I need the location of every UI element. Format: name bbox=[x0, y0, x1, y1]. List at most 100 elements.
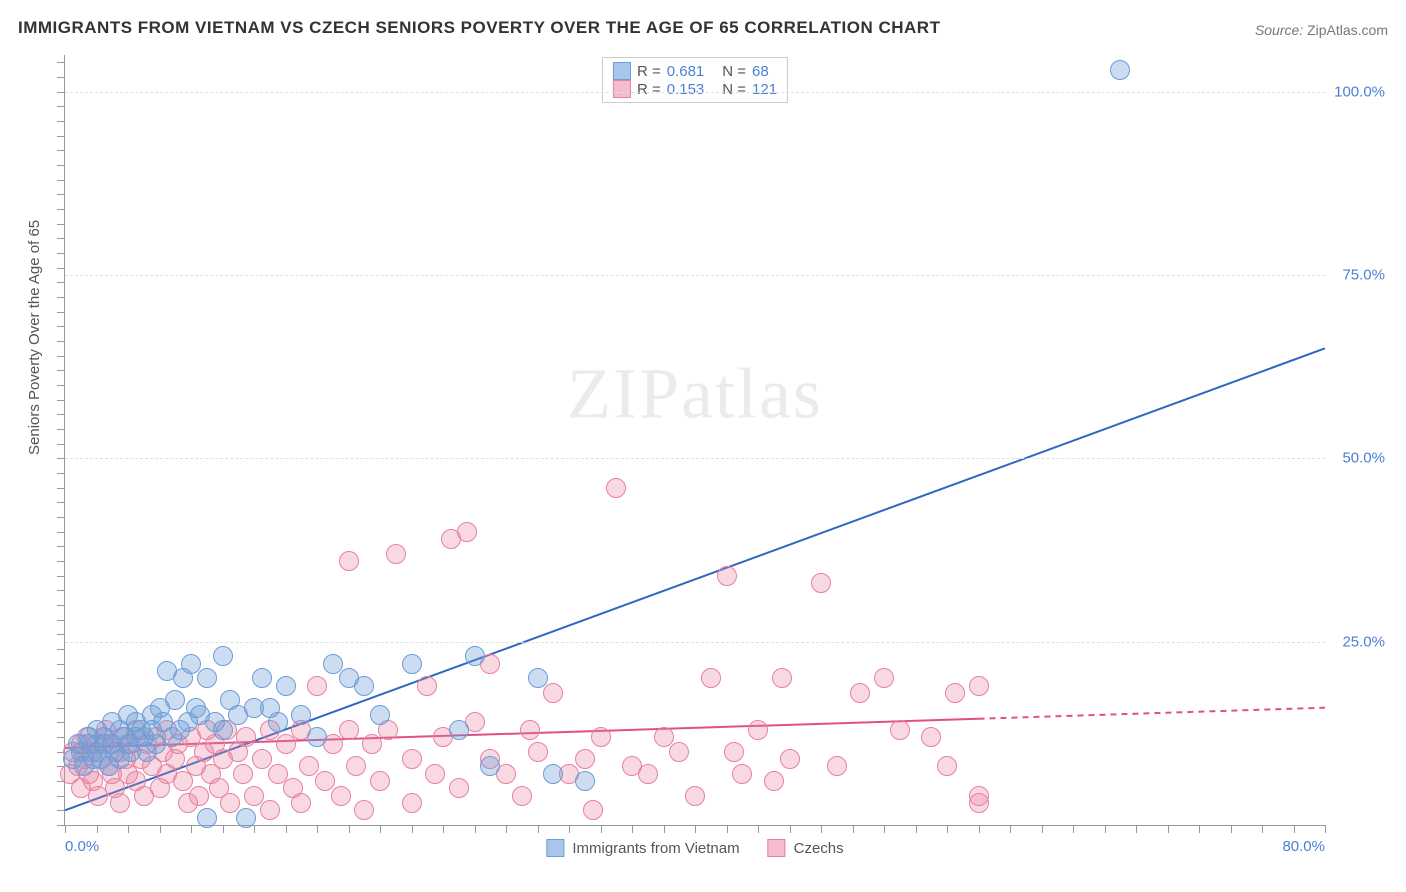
x-tick bbox=[632, 825, 633, 833]
x-tick bbox=[1105, 825, 1106, 833]
legend-row: R = 0.153 N = 121 bbox=[613, 80, 777, 98]
y-tick bbox=[57, 532, 65, 533]
y-tick bbox=[57, 282, 65, 283]
data-point bbox=[724, 742, 744, 762]
data-point bbox=[457, 522, 477, 542]
legend-n-value: 121 bbox=[752, 81, 777, 98]
data-point bbox=[606, 478, 626, 498]
y-tick bbox=[57, 590, 65, 591]
x-tick bbox=[1168, 825, 1169, 833]
data-point bbox=[110, 793, 130, 813]
data-point bbox=[890, 720, 910, 740]
x-tick bbox=[160, 825, 161, 833]
data-point bbox=[165, 690, 185, 710]
y-tick-label: 25.0% bbox=[1342, 633, 1385, 650]
chart-title: IMMIGRANTS FROM VIETNAM VS CZECH SENIORS… bbox=[18, 18, 940, 38]
x-tick bbox=[286, 825, 287, 833]
x-tick bbox=[128, 825, 129, 833]
x-tick bbox=[65, 825, 66, 833]
data-point bbox=[575, 771, 595, 791]
source-value: ZipAtlas.com bbox=[1307, 22, 1388, 38]
data-point bbox=[1110, 60, 1130, 80]
data-point bbox=[323, 654, 343, 674]
data-point bbox=[197, 668, 217, 688]
y-tick bbox=[57, 400, 65, 401]
data-point bbox=[252, 668, 272, 688]
data-point bbox=[213, 646, 233, 666]
legend-r-label: R = bbox=[637, 81, 661, 98]
series-legend: Immigrants from Vietnam Czechs bbox=[546, 839, 843, 857]
y-tick-label: 75.0% bbox=[1342, 267, 1385, 284]
data-point bbox=[480, 756, 500, 776]
y-tick bbox=[57, 385, 65, 386]
data-point bbox=[748, 720, 768, 740]
data-point bbox=[417, 676, 437, 696]
source-label: Source: bbox=[1255, 22, 1303, 38]
y-tick bbox=[57, 693, 65, 694]
data-point bbox=[402, 749, 422, 769]
x-tick bbox=[254, 825, 255, 833]
data-point bbox=[717, 566, 737, 586]
data-point bbox=[654, 727, 674, 747]
x-tick bbox=[538, 825, 539, 833]
data-point bbox=[850, 683, 870, 703]
gridline bbox=[65, 92, 1325, 93]
data-point bbox=[402, 654, 422, 674]
y-axis-label: Seniors Poverty Over the Age of 65 bbox=[26, 220, 43, 455]
legend-label: Czechs bbox=[794, 840, 844, 857]
y-tick bbox=[57, 620, 65, 621]
data-point bbox=[339, 551, 359, 571]
y-tick-label: 100.0% bbox=[1334, 83, 1385, 100]
x-tick bbox=[97, 825, 98, 833]
data-point bbox=[811, 573, 831, 593]
source-attribution: Source: ZipAtlas.com bbox=[1255, 22, 1388, 38]
data-point bbox=[268, 712, 288, 732]
data-point bbox=[331, 786, 351, 806]
y-tick bbox=[57, 458, 65, 459]
legend-n-label: N = bbox=[722, 63, 746, 80]
legend-r-value: 0.681 bbox=[667, 63, 705, 80]
y-tick bbox=[57, 238, 65, 239]
y-tick bbox=[57, 722, 65, 723]
x-tick bbox=[758, 825, 759, 833]
x-tick bbox=[1325, 825, 1326, 833]
data-point bbox=[921, 727, 941, 747]
data-point bbox=[827, 756, 847, 776]
scatter-plot: ZIPatlas R = 0.681 N = 68 R = 0.153 N = … bbox=[64, 55, 1325, 826]
legend-row: R = 0.681 N = 68 bbox=[613, 62, 777, 80]
y-tick bbox=[57, 150, 65, 151]
data-point bbox=[543, 764, 563, 784]
data-point bbox=[937, 756, 957, 776]
y-tick bbox=[57, 429, 65, 430]
data-point bbox=[252, 749, 272, 769]
legend-n-value: 68 bbox=[752, 63, 769, 80]
data-point bbox=[315, 771, 335, 791]
data-point bbox=[299, 756, 319, 776]
data-point bbox=[220, 793, 240, 813]
data-point bbox=[268, 764, 288, 784]
y-tick bbox=[57, 370, 65, 371]
y-tick bbox=[57, 546, 65, 547]
x-tick bbox=[1199, 825, 1200, 833]
gridline bbox=[65, 458, 1325, 459]
x-tick bbox=[884, 825, 885, 833]
data-point bbox=[449, 720, 469, 740]
x-tick-label: 80.0% bbox=[1282, 838, 1325, 855]
y-tick bbox=[57, 326, 65, 327]
data-point bbox=[213, 720, 233, 740]
y-tick bbox=[57, 488, 65, 489]
data-point bbox=[197, 808, 217, 828]
data-point bbox=[780, 749, 800, 769]
data-point bbox=[236, 727, 256, 747]
y-tick bbox=[57, 444, 65, 445]
y-tick bbox=[57, 634, 65, 635]
y-tick bbox=[57, 312, 65, 313]
x-tick bbox=[380, 825, 381, 833]
correlation-legend: R = 0.681 N = 68 R = 0.153 N = 121 bbox=[602, 57, 788, 103]
data-point bbox=[772, 668, 792, 688]
y-tick bbox=[57, 356, 65, 357]
legend-label: Immigrants from Vietnam bbox=[572, 840, 739, 857]
data-point bbox=[465, 646, 485, 666]
y-tick bbox=[57, 649, 65, 650]
legend-r-label: R = bbox=[637, 63, 661, 80]
